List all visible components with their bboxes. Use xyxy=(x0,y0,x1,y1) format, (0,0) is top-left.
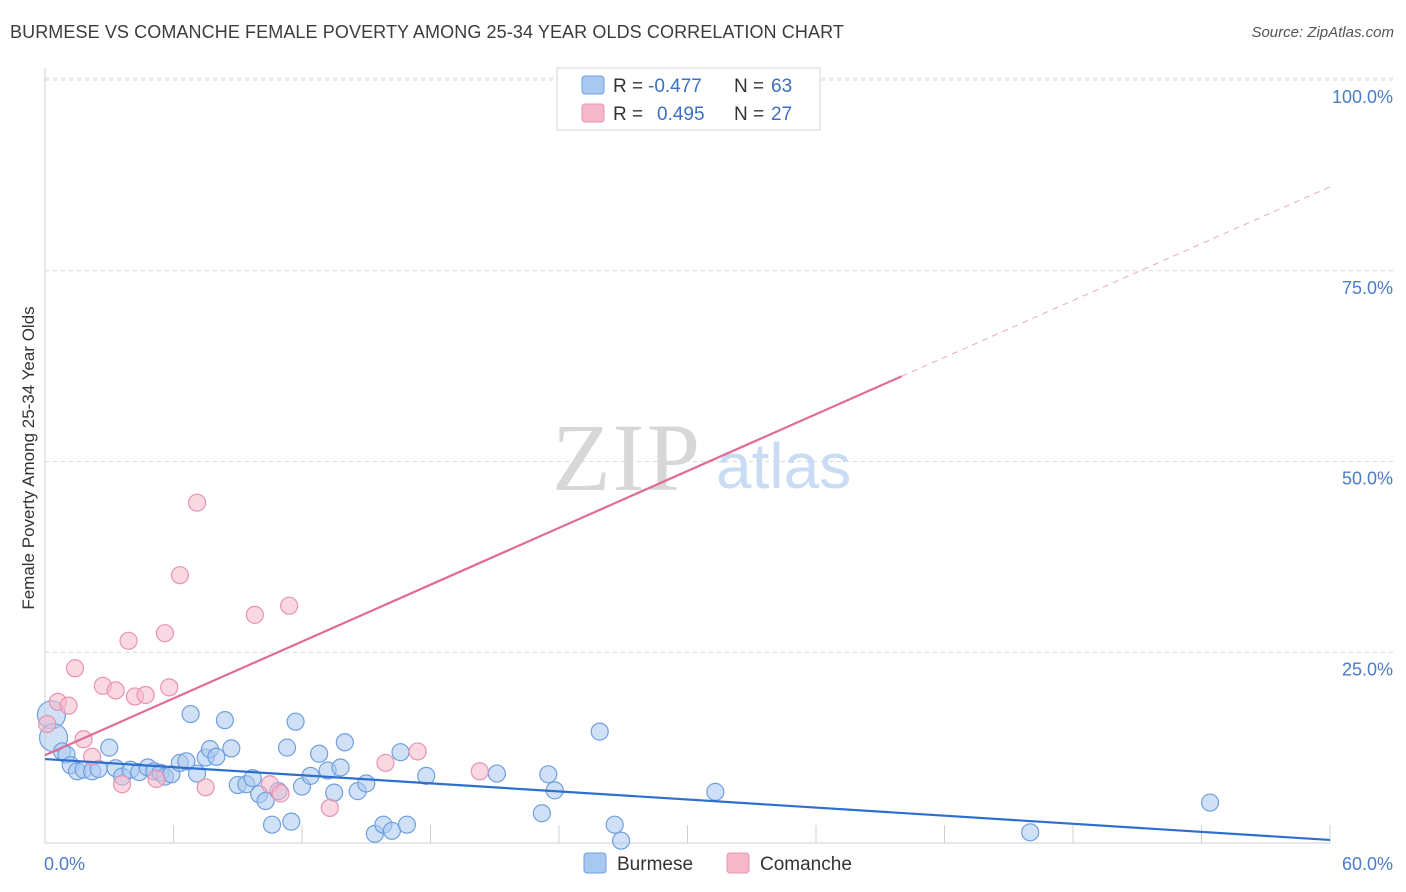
watermark-zip: ZIP xyxy=(552,404,702,511)
x-tick-labels: 0.0% 60.0% xyxy=(44,854,1393,874)
burmese-point xyxy=(282,812,301,831)
comanche-point xyxy=(470,762,489,781)
burmese-point xyxy=(605,815,624,834)
bottom-legend-swatch-comanche xyxy=(726,852,750,874)
y-tick-labels: 25.0% 50.0% 75.0% 100.0% xyxy=(1332,87,1393,679)
y-tick-label-2: 75.0% xyxy=(1342,278,1393,298)
legend-box: R = -0.477 N = 63 R = 0.495 N = 27 xyxy=(556,67,821,131)
burmese-point xyxy=(357,774,376,793)
legend-r-label-burmese: R = xyxy=(613,76,643,97)
legend-swatch-burmese xyxy=(581,75,605,95)
bottom-legend: Burmese Comanche xyxy=(583,852,852,875)
burmese-point xyxy=(277,738,297,757)
comanche-point xyxy=(245,605,264,624)
comanche-point xyxy=(112,775,132,794)
comanche-point xyxy=(136,685,155,705)
comanche-point xyxy=(320,798,339,818)
burmese-trend-line xyxy=(44,757,1331,842)
comanche-point xyxy=(65,659,85,678)
x-tick-label-1: 60.0% xyxy=(1342,854,1393,874)
burmese-point xyxy=(262,815,282,834)
watermark: ZIP atlas xyxy=(552,404,851,511)
bottom-legend-burmese: Burmese xyxy=(617,854,693,875)
burmese-point xyxy=(181,704,200,724)
burmese-point xyxy=(532,804,551,823)
burmese-point xyxy=(612,831,631,850)
bottom-legend-swatch-burmese xyxy=(583,852,607,874)
watermark-atlas: atlas xyxy=(716,430,851,502)
comanche-point xyxy=(106,681,125,700)
trend-lines xyxy=(44,186,1331,842)
comanche-point xyxy=(196,778,215,797)
comanche-point xyxy=(280,596,299,615)
comanche-point xyxy=(408,742,427,761)
burmese-point xyxy=(331,758,350,777)
comanche-point xyxy=(271,784,290,803)
burmese-point xyxy=(335,733,354,752)
burmese-point xyxy=(310,744,329,763)
y-axis-label: Female Poverty Among 25-34 Year Olds xyxy=(19,306,38,609)
burmese-point xyxy=(207,747,226,766)
y-tick-label-1: 50.0% xyxy=(1342,469,1393,489)
burmese-point xyxy=(539,765,558,784)
burmese-point xyxy=(417,766,436,785)
legend-swatch-comanche xyxy=(581,103,605,123)
comanche-point xyxy=(147,769,166,789)
burmese-point xyxy=(256,791,275,811)
legend-n-label-comanche: N = xyxy=(734,104,764,125)
y-tick-label-3: 100.0% xyxy=(1332,87,1393,107)
burmese-point xyxy=(397,815,417,834)
comanche-point xyxy=(170,566,190,585)
legend-n-value-burmese: 63 xyxy=(771,76,792,97)
burmese-point xyxy=(391,743,410,762)
comanche-point xyxy=(160,678,179,697)
comanche-point xyxy=(38,714,57,734)
burmese-point xyxy=(215,711,234,730)
burmese-points xyxy=(36,700,1220,850)
legend-n-value-comanche: 27 xyxy=(771,104,792,125)
chart-title: BURMESE VS COMANCHE FEMALE POVERTY AMONG… xyxy=(10,22,844,42)
comanche-point xyxy=(119,631,138,650)
burmese-point xyxy=(100,738,119,757)
axes xyxy=(44,68,1331,844)
comanche-point xyxy=(187,493,207,512)
legend-r-label-comanche: R = xyxy=(613,104,643,125)
burmese-point xyxy=(590,722,609,741)
bottom-legend-comanche: Comanche xyxy=(760,854,852,875)
comanche-point xyxy=(155,624,175,643)
burmese-point xyxy=(222,739,241,758)
burmese-point xyxy=(1021,823,1040,842)
comanche-trend-line xyxy=(44,375,903,757)
burmese-point xyxy=(177,752,196,771)
chart-source: Source: ZipAtlas.com xyxy=(1251,24,1394,41)
burmese-point xyxy=(286,712,305,731)
legend-r-value-burmese: -0.477 xyxy=(648,76,702,97)
burmese-point xyxy=(325,783,344,802)
x-tick-label-0: 0.0% xyxy=(44,854,85,874)
burmese-point xyxy=(243,769,262,788)
legend-n-label-burmese: N = xyxy=(734,76,764,97)
legend-r-value-comanche: 0.495 xyxy=(657,104,705,125)
comanche-trend-line-extrapolated xyxy=(901,186,1331,377)
burmese-point xyxy=(1200,793,1220,812)
comanche-point xyxy=(59,696,78,715)
grid-lines xyxy=(45,77,1395,653)
y-tick-label-0: 25.0% xyxy=(1342,659,1393,679)
comanche-point xyxy=(376,753,395,772)
burmese-point xyxy=(706,782,725,801)
burmese-point xyxy=(487,764,506,783)
